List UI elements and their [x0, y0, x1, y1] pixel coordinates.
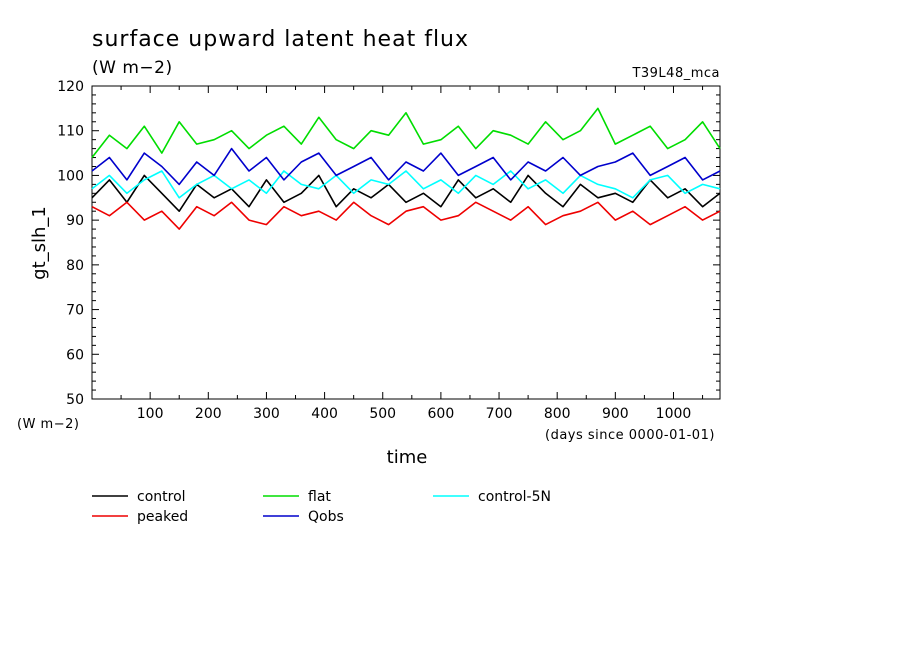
x-axis-units: (days since 0000-01-01): [545, 428, 715, 443]
y-axis-label: gt_slh_1: [29, 206, 50, 280]
y-tick-label: 60: [66, 347, 84, 363]
chart-title: surface upward latent heat flux: [92, 27, 469, 52]
series-line-qobs: [91, 147, 721, 186]
legend-label-flat: flat: [308, 489, 331, 505]
x-tick-label: 300: [253, 406, 280, 422]
x-tick-label: 700: [486, 406, 513, 422]
x-tick-label: 600: [428, 406, 455, 422]
legend-label-control-5n: control-5N: [478, 489, 551, 505]
legend-label-control: control: [137, 489, 186, 505]
x-tick-label: 800: [544, 406, 571, 422]
chart-subtitle: (W m−2): [92, 58, 173, 78]
y-tick-label: 70: [66, 303, 84, 319]
plot-frame: [91, 85, 721, 400]
axis-ticks: [92, 85, 720, 400]
series-line-peaked: [91, 201, 721, 230]
legend-label-qobs: Qobs: [308, 509, 344, 525]
x-tick-label: 1000: [656, 406, 692, 422]
run-label: T39L48_mca: [631, 66, 720, 81]
x-tick-label: 900: [602, 406, 629, 422]
x-tick-label: 400: [311, 406, 338, 422]
series-line-control-5n: [91, 170, 721, 199]
x-tick-label: 100: [137, 406, 164, 422]
x-tick-label: 500: [369, 406, 396, 422]
x-axis-label: time: [387, 447, 428, 468]
y-tick-label: 90: [66, 213, 84, 229]
y-axis-units: (W m−2): [17, 417, 79, 432]
series-line-flat: [91, 107, 721, 158]
y-tick-label: 110: [57, 124, 84, 140]
y-tick-labels: 50 60 70 80 90 100 110 120: [57, 79, 84, 408]
y-tick-label: 50: [66, 392, 84, 408]
legend-label-peaked: peaked: [137, 509, 188, 525]
series-group: [91, 107, 721, 230]
legend: control peaked flat Qobs control-5N: [92, 489, 551, 525]
y-tick-label: 120: [57, 79, 84, 95]
x-tick-label: 200: [195, 406, 222, 422]
y-tick-label: 80: [66, 258, 84, 274]
y-tick-label: 100: [57, 168, 84, 184]
x-tick-labels: 100 200 300 400 500 600 700 800 900 1000: [137, 406, 692, 422]
